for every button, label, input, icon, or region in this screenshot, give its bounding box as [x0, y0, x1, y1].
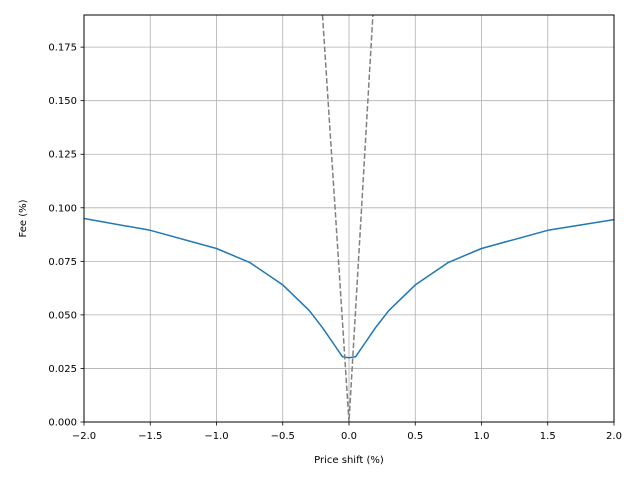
y-tick-label: 0.100	[48, 203, 77, 214]
x-tick-label: −1.5	[138, 431, 162, 442]
plot-area	[84, 15, 614, 422]
y-tick-label: 0.025	[48, 364, 77, 375]
x-tick-label: 1.0	[474, 431, 490, 442]
x-axis-label: Price shift (%)	[314, 455, 384, 466]
y-axis: 0.000 0.025 0.050 0.075 0.100 0.125 0.150 0.175	[48, 43, 84, 429]
x-tick-label: 1.5	[540, 431, 556, 442]
y-tick-label: 0.175	[48, 43, 77, 54]
y-tick-label: 0.075	[48, 257, 77, 268]
series-line-dashed	[321, 15, 374, 422]
y-tick-label: 0.125	[48, 150, 77, 161]
y-axis-label: Fee (%)	[18, 199, 29, 237]
x-tick-label: 2.0	[606, 431, 622, 442]
y-tick-label: 0.050	[48, 310, 77, 321]
x-tick-label: 0.0	[341, 431, 357, 442]
x-tick-label: −0.5	[271, 431, 295, 442]
x-axis: −2.0 −1.5 −1.0 −0.5 0.0 0.5 1.0 1.5 2.0	[72, 422, 622, 442]
x-tick-label: −1.0	[204, 431, 228, 442]
grid	[83, 15, 615, 423]
x-tick-label: −2.0	[72, 431, 96, 442]
y-tick-label: 0.150	[48, 96, 77, 107]
series-line-solid	[84, 217, 614, 359]
y-tick-label: 0.000	[48, 418, 77, 429]
x-tick-label: 0.5	[407, 431, 423, 442]
